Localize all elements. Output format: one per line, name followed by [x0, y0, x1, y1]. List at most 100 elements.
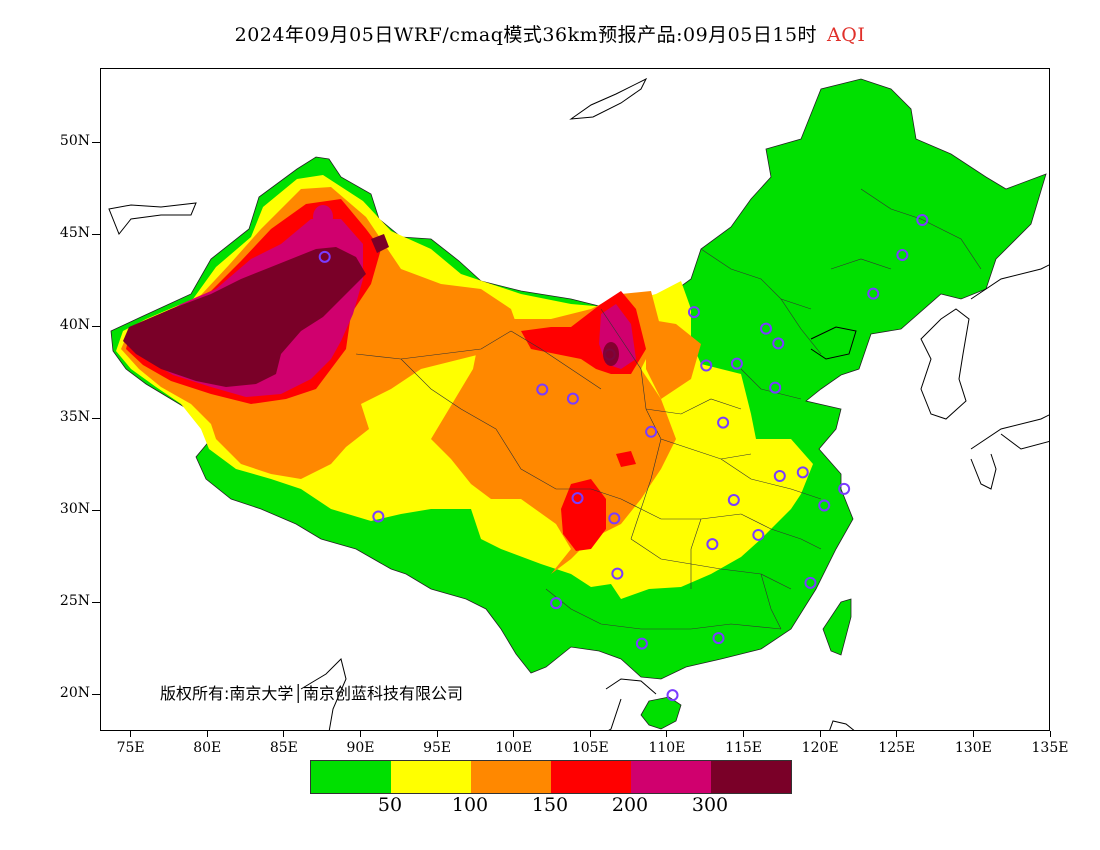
longitude-label: 135E — [1031, 740, 1069, 756]
coast-lake-balkhash — [108, 202, 197, 235]
longitude-tick — [1049, 731, 1051, 737]
station-marker[interactable] — [318, 250, 331, 263]
station-marker[interactable] — [867, 287, 880, 300]
latitude-label: 30N — [59, 501, 90, 517]
station-markers[interactable] — [318, 214, 929, 702]
station-marker[interactable] — [772, 337, 785, 350]
station-marker[interactable] — [700, 359, 713, 372]
latitude-tick — [92, 233, 100, 235]
latitude-tick — [92, 417, 100, 419]
latitude-tick — [92, 141, 100, 143]
latitude-label: 40N — [59, 316, 90, 333]
longitude-label: 125E — [878, 740, 916, 756]
region-hazardous-north — [371, 234, 389, 253]
station-marker[interactable] — [608, 512, 621, 525]
station-marker[interactable] — [796, 466, 809, 479]
aqi-colorbar — [310, 760, 792, 794]
latitude-label: 50N — [59, 132, 90, 149]
coast-korea — [920, 308, 970, 420]
colorbar-label: 150 — [531, 794, 569, 816]
longitude-label: 115E — [725, 740, 763, 756]
longitude-tick — [359, 731, 361, 737]
latitude-tick — [92, 694, 100, 696]
longitude-tick — [206, 731, 208, 737]
colorbar-label: 300 — [691, 794, 729, 816]
map-frame[interactable] — [100, 68, 1050, 731]
station-marker[interactable] — [635, 637, 648, 650]
station-marker[interactable] — [566, 392, 579, 405]
longitude-label: 120E — [801, 740, 839, 756]
longitude-label: 85E — [269, 740, 298, 756]
longitude-label: 90E — [346, 740, 375, 756]
station-marker[interactable] — [760, 322, 772, 335]
map-title-text: 2024年09月05日WRF/cmaq模式36km预报产品:09月05日15时 — [234, 24, 818, 46]
latitude-tick — [92, 602, 100, 604]
station-marker[interactable] — [536, 383, 549, 396]
region-orange-center — [646, 319, 701, 399]
colorbar-label: 100 — [451, 794, 489, 816]
station-marker[interactable] — [666, 689, 679, 702]
coast-bay-bengal — [300, 658, 347, 730]
station-marker[interactable] — [550, 597, 563, 610]
station-marker[interactable] — [838, 482, 851, 495]
station-marker[interactable] — [611, 567, 624, 580]
latitude-label: 25N — [59, 593, 90, 610]
longitude-tick — [743, 731, 745, 737]
coastlines — [108, 77, 1049, 730]
urban-hotspots — [313, 205, 619, 366]
longitude-tick — [589, 731, 591, 737]
station-marker[interactable] — [752, 528, 765, 541]
longitude-label: 75E — [116, 740, 145, 756]
station-marker[interactable] — [818, 499, 831, 512]
colorbar-segment — [551, 761, 631, 793]
longitude-tick — [896, 731, 898, 737]
station-marker[interactable] — [706, 538, 719, 551]
longitude-tick — [513, 731, 515, 737]
copyright-notice: 版权所有:南京大学│南京创蓝科技有限公司 — [160, 684, 464, 703]
colorbar-segment — [711, 761, 791, 793]
station-marker[interactable] — [372, 510, 385, 523]
longitude-tick — [819, 731, 821, 737]
province-boundaries — [355, 188, 982, 630]
station-marker[interactable] — [730, 357, 743, 370]
latitude-label: 20N — [59, 685, 90, 702]
longitude-label: 95E — [423, 740, 452, 756]
station-marker[interactable] — [571, 492, 584, 505]
colorbar-label: 50 — [377, 794, 403, 816]
station-marker[interactable] — [687, 306, 700, 319]
station-marker[interactable] — [916, 214, 929, 227]
station-marker[interactable] — [727, 493, 740, 506]
coast-philippines — [829, 720, 855, 730]
longitude-tick — [436, 731, 438, 737]
station-marker[interactable] — [717, 416, 730, 429]
longitude-label: 80E — [193, 740, 222, 756]
latitude-label: 45N — [59, 224, 90, 241]
latitude-tick — [92, 325, 100, 327]
colorbar-segment — [471, 761, 551, 793]
station-marker[interactable] — [804, 576, 817, 589]
longitude-tick — [666, 731, 668, 737]
station-marker[interactable] — [773, 470, 786, 483]
coast-bohai — [810, 326, 857, 360]
colorbar-segment — [391, 761, 471, 793]
station-marker[interactable] — [769, 381, 782, 394]
region-taiwan — [822, 598, 852, 656]
longitude-tick — [972, 731, 974, 737]
coast-japan — [970, 414, 1049, 490]
aqi-map[interactable] — [101, 69, 1050, 731]
latitude-label: 35N — [59, 408, 90, 425]
station-marker[interactable] — [712, 632, 725, 645]
longitude-label: 110E — [648, 740, 686, 756]
aqi-regions — [110, 78, 1047, 730]
longitude-tick — [283, 731, 285, 737]
station-marker[interactable] — [896, 249, 909, 262]
map-title-variable: AQI — [827, 24, 866, 46]
station-marker[interactable] — [645, 425, 658, 438]
colorbar-label: 200 — [611, 794, 649, 816]
coast-baikal — [569, 77, 648, 120]
region-hainan — [640, 696, 682, 730]
map-title: 2024年09月05日WRF/cmaq模式36km预报产品:09月05日15时 A… — [0, 20, 1100, 47]
colorbar-segment — [311, 761, 391, 793]
region-red-small — [616, 451, 636, 467]
colorbar-segment — [631, 761, 711, 793]
